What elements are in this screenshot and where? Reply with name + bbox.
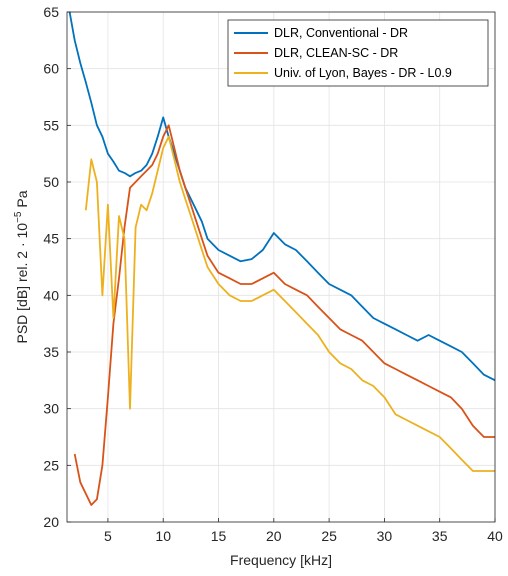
x-tick-label: 10 <box>155 528 171 544</box>
y-tick-label: 30 <box>43 401 59 417</box>
legend-items: DLR, Conventional - DR DLR, CLEAN-SC - DR… <box>234 26 452 80</box>
x-tick-label: 20 <box>266 528 282 544</box>
legend-label: DLR, Conventional - DR <box>274 26 408 40</box>
x-axis-label: Frequency [kHz] <box>230 552 332 568</box>
x-tick-label: 35 <box>432 528 448 544</box>
y-tick-label: 65 <box>43 4 59 20</box>
legend: DLR, Conventional - DR DLR, CLEAN-SC - DR… <box>227 19 489 87</box>
series-line <box>73 124 495 506</box>
series-line <box>84 135 495 472</box>
x-axis-ticks: 5 10 15 20 25 30 35 40 <box>104 518 503 544</box>
plot-area <box>67 12 495 522</box>
y-axis-ticks: 20 25 30 35 40 45 50 55 60 65 <box>43 4 71 530</box>
y-tick-label: 20 <box>43 514 59 530</box>
y-axis-label-suffix: Pa <box>14 190 30 211</box>
y-axis-label-main: PSD [dB] rel. 2 · 10 <box>14 223 30 344</box>
y-axis-label: PSD [dB] rel. 2 · 10−5 Pa <box>13 190 30 343</box>
plot-frame <box>66 11 496 523</box>
y-tick-label: 35 <box>43 344 59 360</box>
x-tick-label: 5 <box>104 528 112 544</box>
y-tick-label: 45 <box>43 231 59 247</box>
y-tick-label: 55 <box>43 117 59 133</box>
x-tick-label: 30 <box>377 528 393 544</box>
x-tick-label: 15 <box>211 528 227 544</box>
legend-box <box>227 19 489 87</box>
y-tick-label: 25 <box>43 457 59 473</box>
y-tick-label: 40 <box>43 287 59 303</box>
legend-label: Univ. of Lyon, Bayes - DR - L0.9 <box>274 66 452 80</box>
y-axis-label-exponent: −5 <box>13 211 24 223</box>
x-tick-label: 25 <box>321 528 337 544</box>
y-tick-label: 60 <box>43 61 59 77</box>
legend-label: DLR, CLEAN-SC - DR <box>274 46 398 60</box>
x-tick-label: 40 <box>487 528 503 544</box>
series-line <box>68 12 495 382</box>
series-layer <box>68 12 495 506</box>
y-tick-label: 50 <box>43 174 59 190</box>
